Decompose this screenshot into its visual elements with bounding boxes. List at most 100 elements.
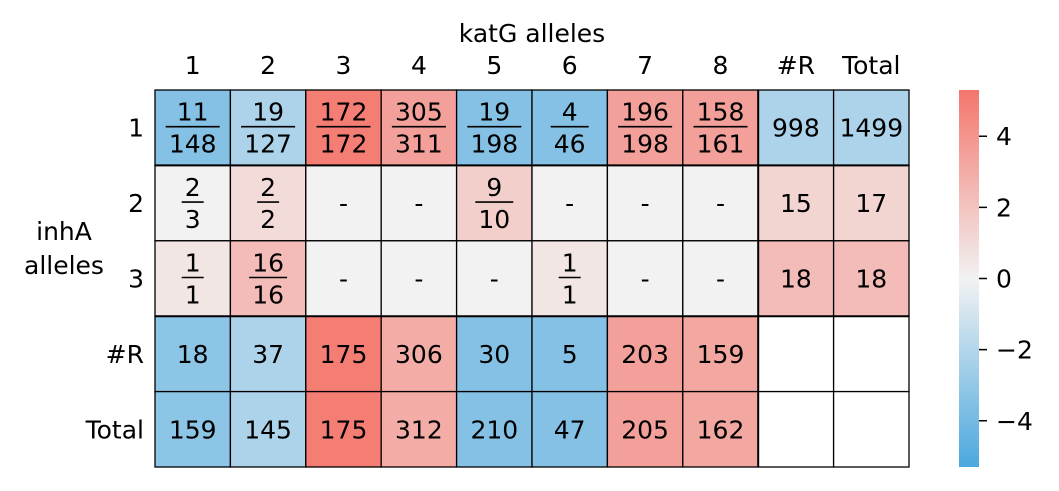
heatmap-cell-rect — [154, 89, 232, 167]
cell-numerator: 1 — [185, 249, 201, 278]
cell-value: - — [641, 265, 650, 294]
cell-value: 17 — [855, 189, 887, 218]
cell-denominator: 16 — [252, 281, 284, 310]
heatmap-cell: 145 — [229, 390, 307, 468]
cell-numerator: 9 — [486, 173, 502, 202]
heatmap-cell-rect — [229, 240, 307, 317]
heatmap-cell: - — [380, 164, 458, 242]
heatmap-cell: 5 — [531, 315, 609, 393]
cell-value: 1499 — [839, 114, 903, 143]
heatmap-cell: 910 — [455, 164, 533, 242]
cell-value: 18 — [855, 265, 887, 294]
heatmap-cell-rect — [305, 89, 382, 167]
cell-denominator: 148 — [169, 130, 217, 159]
cell-value: 998 — [772, 114, 820, 143]
heatmap-cell-rect — [531, 240, 609, 317]
cell-denominator: 311 — [395, 130, 443, 159]
heatmap-cell-rect — [832, 315, 910, 393]
heatmap-cell: 11 — [154, 240, 232, 317]
heatmap-cell-rect — [154, 390, 232, 468]
heatmap-cell-rect — [455, 315, 533, 393]
heatmap-cell-rect — [531, 89, 609, 167]
heatmap-cell: 1499 — [832, 89, 910, 167]
cell-numerator: 172 — [320, 98, 368, 127]
heatmap-cell: 205 — [606, 390, 684, 468]
heatmap-cell: - — [305, 240, 382, 317]
heatmap-cell: - — [606, 240, 684, 317]
heatmap-cell: 175 — [305, 315, 382, 393]
cell-numerator: 19 — [478, 98, 510, 127]
cell-value: - — [716, 265, 725, 294]
y-axis-label-line-2: alleles — [24, 251, 104, 280]
heatmap-cell: - — [305, 164, 382, 242]
heatmap-cell: 159 — [154, 390, 232, 468]
heatmap-cells: 1114819127172172305311191984461961981581… — [154, 89, 910, 468]
heatmap-cell: 203 — [606, 315, 684, 393]
cell-value: 18 — [177, 340, 209, 369]
column-label: #R — [777, 51, 815, 80]
heatmap-cell-rect — [832, 240, 910, 317]
heatmap-cell-rect — [455, 390, 533, 468]
cell-denominator: 172 — [320, 130, 368, 159]
cell-value: - — [716, 189, 725, 218]
column-label: 1 — [185, 51, 201, 80]
cell-denominator: 2 — [260, 205, 276, 234]
cell-denominator: 3 — [185, 205, 201, 234]
cell-denominator: 10 — [478, 205, 510, 234]
cell-value: - — [490, 265, 499, 294]
colorbar-tick-label: 2 — [996, 193, 1012, 222]
chart-title: katG alleles — [459, 19, 605, 48]
heatmap-cell: 22 — [229, 164, 307, 242]
cell-value: 145 — [244, 415, 292, 444]
heatmap-cell-rect — [757, 315, 835, 393]
heatmap-cell-rect — [832, 89, 910, 167]
heatmap-cell-rect — [757, 89, 835, 167]
cell-denominator: 1 — [185, 281, 201, 310]
cell-value: 162 — [697, 415, 745, 444]
heatmap-cell-rect — [682, 89, 759, 167]
column-label: 2 — [260, 51, 276, 80]
cell-numerator: 11 — [177, 98, 209, 127]
cell-value: 159 — [697, 340, 745, 369]
heatmap-cell-rect — [606, 315, 684, 393]
cell-value: 312 — [395, 415, 443, 444]
heatmap-cell: - — [531, 164, 609, 242]
cell-value: 175 — [320, 415, 368, 444]
heatmap-cell-rect — [832, 390, 910, 468]
row-labels: 1 2 3 #R Total — [85, 114, 144, 445]
heatmap-cell-rect — [682, 315, 759, 393]
cell-numerator: 4 — [562, 98, 578, 127]
heatmap-cell-rect — [757, 390, 835, 468]
heatmap-cell — [832, 315, 910, 393]
y-axis-label-line-1: inhA — [36, 217, 92, 246]
heatmap-cell: 446 — [531, 89, 609, 167]
column-label: 7 — [637, 51, 653, 80]
heatmap-cell: 11 — [531, 240, 609, 317]
heatmap-cell: 30 — [455, 315, 533, 393]
heatmap-cell: 998 — [757, 89, 835, 167]
heatmap-cell-rect — [305, 315, 382, 393]
heatmap-cell: 18 — [757, 240, 835, 317]
cell-value: - — [414, 265, 423, 294]
heatmap-cell — [757, 315, 835, 393]
colorbar — [959, 90, 979, 467]
column-label: 5 — [486, 51, 502, 80]
column-label: Total — [841, 51, 900, 80]
heatmap-cell — [832, 390, 910, 468]
cell-numerator: 2 — [260, 173, 276, 202]
heatmap-cell: 15 — [757, 164, 835, 242]
heatmap-cell: 37 — [229, 315, 307, 393]
cell-denominator: 1 — [562, 281, 578, 310]
cell-denominator: 161 — [697, 130, 745, 159]
heatmap-cell: 162 — [682, 390, 759, 468]
heatmap-cell: 17 — [832, 164, 910, 242]
heatmap-cell-rect — [531, 164, 609, 242]
cell-denominator: 198 — [621, 130, 669, 159]
